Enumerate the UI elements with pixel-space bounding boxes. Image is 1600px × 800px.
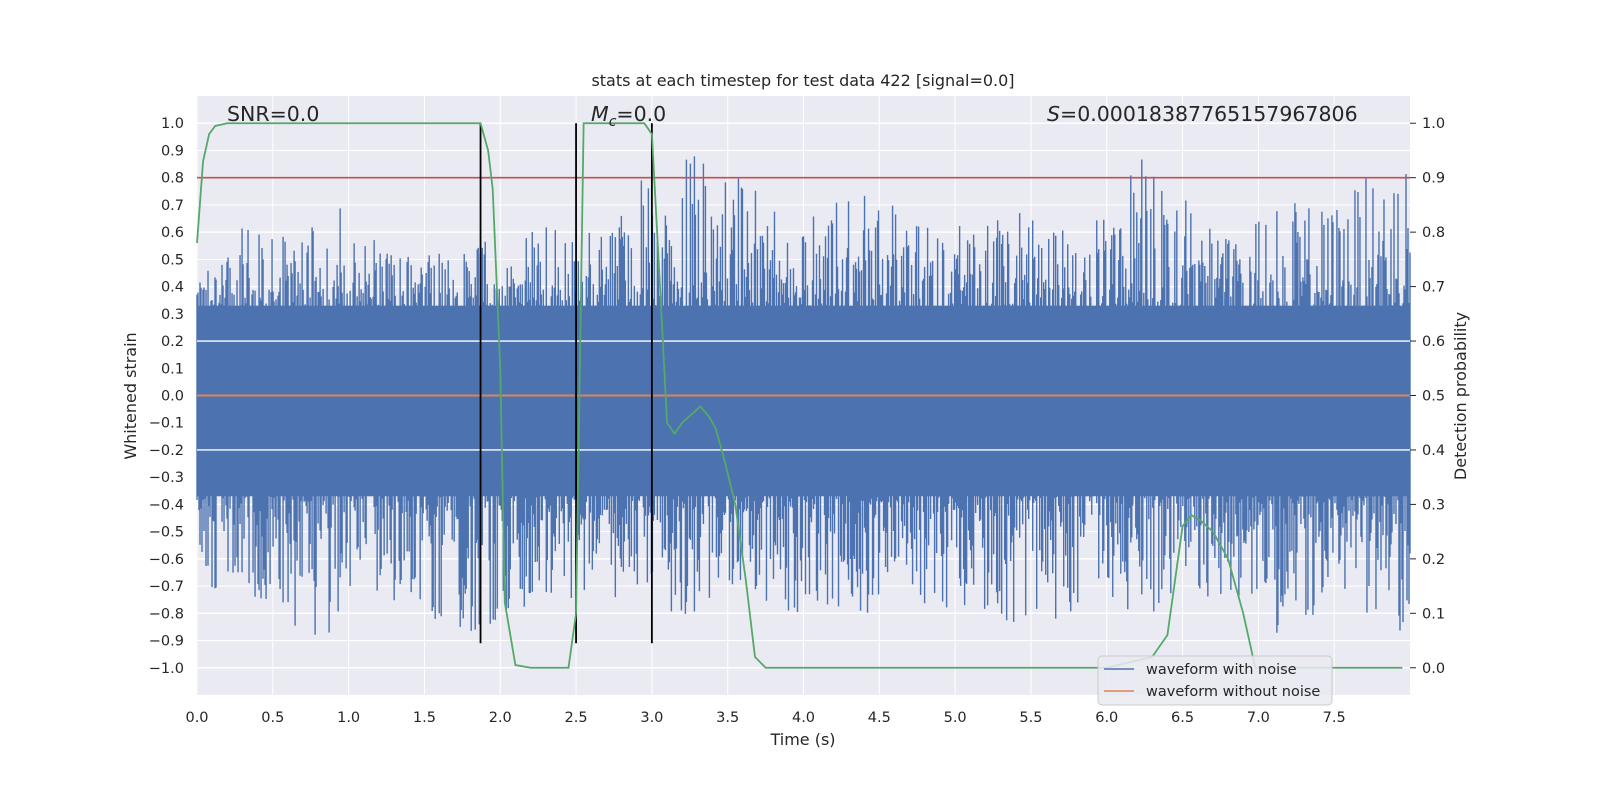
snr-annotation: SNR=0.0 [227,102,319,126]
legend-label-clean: waveform without noise [1146,684,1320,700]
y2-tick-label: 0.9 [1422,171,1445,187]
y-tick-label: 0.7 [161,198,184,214]
y-tick-label: −0.1 [149,416,184,432]
y2-tick-label: 0.6 [1422,334,1445,350]
y-tick-label: −1.0 [149,661,184,677]
y-tick-label: −0.6 [149,552,184,568]
y-tick-label: 0.1 [161,361,184,377]
y-tick-label: 0.6 [161,225,184,241]
y2-tick-label: 0.2 [1422,552,1445,568]
y2-tick-label: 0.7 [1422,280,1445,296]
chirp-mass-subscript: c [609,114,617,130]
s-value: =0.00018387765157967806 [1060,102,1358,126]
x-tick-label: 1.0 [337,710,360,726]
x-tick-label: 0.5 [261,710,284,726]
legend: waveform with noise waveform without noi… [1097,655,1333,706]
x-tick-label: 5.5 [1019,710,1042,726]
x-tick-label: 0.0 [185,710,208,726]
x-tick-label: 3.0 [640,710,663,726]
y-tick-label: 0.0 [161,389,184,405]
s-annotation: S=0.00018387765157967806 [1047,102,1358,126]
y2-tick-label: 0.8 [1422,225,1445,241]
x-tick-label: 4.5 [868,710,891,726]
y-axis-label: Whitened strain [121,332,140,459]
y-tick-label: 1.0 [161,116,184,132]
overlay-lines [196,122,1410,669]
y2-tick-label: 0.4 [1422,443,1445,459]
x-tick-label: 6.0 [1095,710,1118,726]
y-tick-label: 0.8 [161,171,184,187]
y-tick-label: −0.9 [149,634,184,650]
x-tick-label: 6.5 [1171,710,1194,726]
chart-title: stats at each timestep for test data 422… [591,71,1014,90]
x-tick-label: 7.5 [1323,710,1346,726]
noisy-waveform-line [196,156,1411,635]
noisy-waveform-series [196,156,1411,635]
y-tick-label: −0.2 [149,443,184,459]
chirp-mass-value: =0.0 [616,102,666,126]
y-tick-label: −0.7 [149,579,184,595]
y2-tick-label: 0.0 [1422,661,1445,677]
x-axis-label: Time (s) [769,730,835,749]
x-tick-label: 5.0 [944,710,967,726]
legend-label-noise: waveform with noise [1146,662,1297,678]
x-tick-label: 3.5 [716,710,739,726]
y2-tick-label: 0.1 [1422,606,1445,622]
y-tick-label: −0.5 [149,525,184,541]
s-symbol: S [1047,102,1060,126]
x-tick-labels: 0.0 0.5 1.0 1.5 2.0 2.5 3.0 3.5 4.0 4.5 5.0 5.5 6.0 6… [185,710,1345,726]
legend-box [1097,655,1333,706]
y-tick-label: 0.5 [161,252,184,268]
chirp-mass-symbol: M [591,102,609,126]
x-tick-label: 2.5 [565,710,588,726]
y-tick-label: 0.3 [161,307,184,323]
x-tick-label: 7.0 [1247,710,1270,726]
y2-tick-label: 1.0 [1422,116,1445,132]
y-tick-label: 0.9 [161,143,184,159]
y-tick-label: 0.2 [161,334,184,350]
y-tick-labels: 1.0 0.9 0.8 0.7 0.6 0.5 0.4 0.3 0.2 0.1 0.0 −0.1 −0.… [149,116,184,677]
y-tick-label: −0.8 [149,606,184,622]
y-tick-label: −0.3 [149,470,184,486]
y2-tick-labels: 1.0 0.9 0.8 0.7 0.6 0.5 0.4 0.3 0.2 0.1 0.0 [1410,116,1445,677]
x-tick-label: 1.5 [413,710,436,726]
y2-axis-label: Detection probability [1451,312,1470,480]
y-tick-label: −0.4 [149,497,184,513]
x-tick-label: 4.0 [792,710,815,726]
y2-tick-label: 0.5 [1422,389,1445,405]
y-tick-label: 0.4 [161,280,184,296]
y2-tick-label: 0.3 [1422,497,1445,513]
detection-probability-line [196,122,1403,669]
x-tick-label: 2.0 [489,710,512,726]
chirp-mass-annotation: Mc=0.0 [591,102,666,130]
